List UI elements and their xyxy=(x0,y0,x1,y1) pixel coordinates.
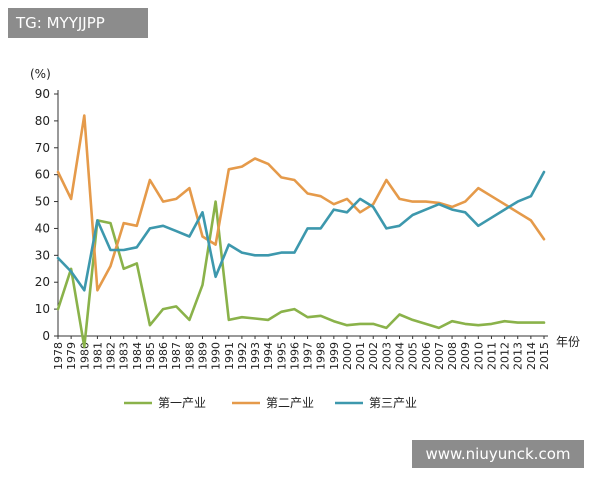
y-tick-label: 20 xyxy=(35,275,50,289)
x-tick-label: 1978 xyxy=(52,342,65,370)
x-tick-label: 2015 xyxy=(538,342,551,370)
x-tick-label: 2006 xyxy=(420,342,433,370)
x-tick-label: 2012 xyxy=(499,342,512,370)
y-tick-label: 50 xyxy=(35,195,50,209)
x-tick-label: 2004 xyxy=(394,342,407,370)
x-tick-label: 1984 xyxy=(131,342,144,370)
x-tick-label: 1992 xyxy=(236,342,249,370)
legend-label-2: 第二产业 xyxy=(266,396,314,410)
x-tick-label: 1996 xyxy=(288,342,301,370)
y-axis-ticks: 0 10 20 30 40 50 60 70 80 90 xyxy=(35,87,58,343)
series-line-3 xyxy=(56,170,546,292)
chart-legend: 第一产业 第二产业 第三产业 xyxy=(124,396,417,410)
x-axis-title: 年份 xyxy=(556,335,580,349)
y-axis-title: (%) xyxy=(30,67,51,81)
x-tick-label: 2011 xyxy=(485,342,498,370)
x-tick-label: 2007 xyxy=(433,342,446,370)
legend-label-3: 第三产业 xyxy=(369,396,417,410)
x-tick-label: 2009 xyxy=(459,342,472,370)
x-tick-label: 1995 xyxy=(275,342,288,370)
watermark-bottom-right: www.niuyunck.com xyxy=(412,440,584,468)
x-tick-label: 1999 xyxy=(328,342,341,370)
watermark-top-left: TG: MYYJJPP xyxy=(8,8,148,38)
x-tick-label: 2001 xyxy=(354,342,367,370)
x-tick-label: 1997 xyxy=(302,342,315,370)
x-tick-label: 1987 xyxy=(170,342,183,370)
x-tick-label: 1998 xyxy=(315,342,328,370)
x-tick-label: 2003 xyxy=(380,342,393,370)
x-tick-label: 1994 xyxy=(262,342,275,370)
series-line-1 xyxy=(56,200,546,349)
y-tick-label: 0 xyxy=(42,329,50,343)
legend-label-1: 第一产业 xyxy=(158,396,206,410)
series-line-2 xyxy=(56,114,546,292)
x-axis-ticks: 1978 1979 1980 1981 1982 1983 1984 1985 1986 1987… xyxy=(52,336,551,370)
y-tick-label: 80 xyxy=(35,114,50,128)
x-tick-label: 1989 xyxy=(196,342,209,370)
x-tick-label: 1993 xyxy=(249,342,262,370)
y-tick-label: 60 xyxy=(35,168,50,182)
y-tick-label: 10 xyxy=(35,302,50,316)
y-tick-label: 70 xyxy=(35,141,50,155)
x-tick-label: 1981 xyxy=(91,342,104,370)
x-tick-label: 1985 xyxy=(144,342,157,370)
chart-series xyxy=(56,114,546,349)
x-tick-label: 1991 xyxy=(223,342,236,370)
x-tick-label: 1990 xyxy=(210,342,223,370)
x-tick-label: 1980 xyxy=(78,342,91,370)
x-tick-label: 2013 xyxy=(512,342,525,370)
y-tick-label: 30 xyxy=(35,248,50,262)
x-tick-label: 1979 xyxy=(65,342,78,370)
x-tick-label: 1986 xyxy=(157,342,170,370)
x-tick-label: 2005 xyxy=(407,342,420,370)
x-tick-label: 2002 xyxy=(367,342,380,370)
x-tick-label: 1982 xyxy=(105,342,118,370)
x-tick-label: 2008 xyxy=(446,342,459,370)
y-tick-label: 40 xyxy=(35,221,50,235)
chart-axes xyxy=(57,90,548,337)
y-tick-label: 90 xyxy=(35,87,50,101)
x-tick-label: 2010 xyxy=(472,342,485,370)
x-tick-label: 1983 xyxy=(118,342,131,370)
x-tick-label: 1988 xyxy=(183,342,196,370)
x-tick-label: 2014 xyxy=(525,342,538,370)
x-tick-label: 2000 xyxy=(341,342,354,370)
